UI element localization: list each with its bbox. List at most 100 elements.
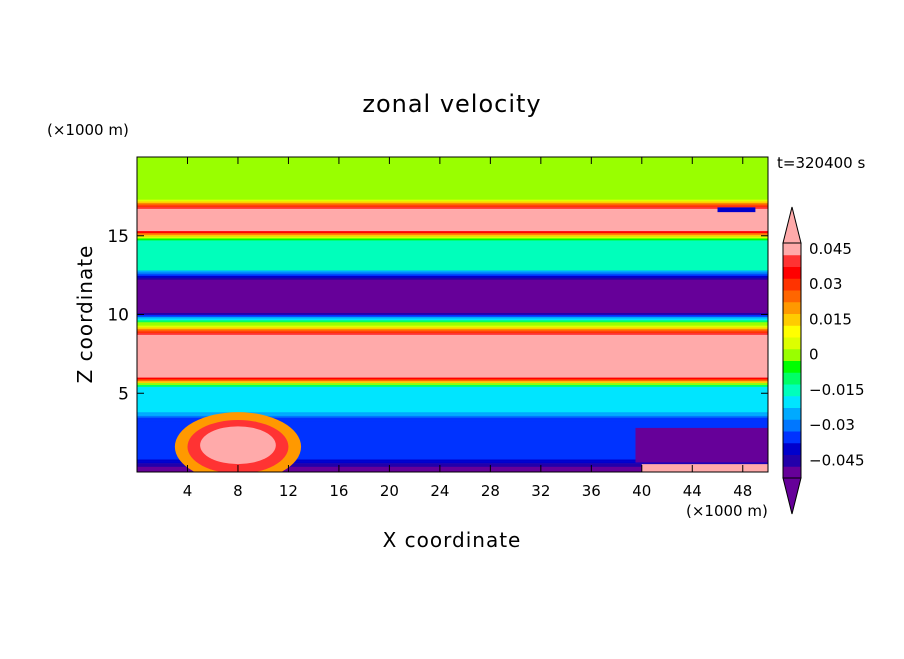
contour-fringe <box>137 232 768 235</box>
contour-fringe <box>137 236 768 239</box>
y-axis: 5 10 15 <box>107 227 768 404</box>
colorbar-swatch <box>783 407 801 420</box>
colorbar-swatch <box>783 372 801 385</box>
contour-fringe <box>137 313 768 315</box>
colorbar-swatch <box>783 325 801 338</box>
y-tick-label: 5 <box>118 384 129 404</box>
contour-fringe <box>137 318 768 321</box>
x-tick-label: 24 <box>430 482 449 500</box>
contour-fringe <box>137 320 768 323</box>
contour-fringe <box>137 332 768 335</box>
upper-jet-core <box>717 207 756 213</box>
colorbar-swatch <box>783 337 801 350</box>
colorbar-swatch <box>783 466 801 479</box>
y-tick-label: 15 <box>107 227 129 247</box>
x-axis: 4 8 12 16 20 24 28 32 36 40 44 48 <box>183 157 752 500</box>
colorbar-frame <box>782 242 802 479</box>
contour-fringe <box>137 377 768 380</box>
colorbar-swatch <box>783 301 801 314</box>
contour-fringe <box>137 381 768 384</box>
colorbar-tick-label: −0.045 <box>809 451 865 469</box>
colorbar-max-arrow <box>782 206 802 244</box>
contour-fringe <box>137 466 768 469</box>
contour-fringe <box>137 383 768 386</box>
y-unit-label: (×1000 m) <box>47 121 129 139</box>
contour-fringe <box>137 316 768 319</box>
y-tick-label: 10 <box>107 306 129 326</box>
time-label: t=320400 s <box>777 154 865 172</box>
contour-fringe <box>137 238 768 241</box>
colorbar-swatch <box>783 384 801 397</box>
lobe-core <box>200 426 276 465</box>
y-axis-label: Z coordinate <box>73 245 97 384</box>
contour-fringe <box>137 384 768 387</box>
bottom-warm-strip <box>641 464 768 472</box>
colorbar-swatch <box>783 266 801 279</box>
contour-band <box>137 163 768 205</box>
colorbar-swatch <box>783 290 801 303</box>
contour-fringe <box>137 277 768 280</box>
x-tick-label: 44 <box>683 482 702 500</box>
x-tick-label: 16 <box>329 482 348 500</box>
colorbar-tick-label: 0 <box>809 346 819 364</box>
contour-fringe <box>137 417 768 420</box>
x-tick-label: 20 <box>380 482 399 500</box>
x-axis-label: X coordinate <box>383 528 522 552</box>
colorbar-swatch <box>783 348 801 361</box>
colorbar-min-arrow <box>782 477 802 515</box>
contour-fringe <box>137 461 768 464</box>
contour-field <box>137 157 768 472</box>
contour-fringe <box>137 419 768 422</box>
contour-fringe <box>137 205 768 208</box>
colorbar-swatch <box>783 431 801 444</box>
contour-band <box>137 275 768 318</box>
colorbar-swatch <box>783 243 801 256</box>
colorbar-swatch <box>783 395 801 408</box>
colorbar-tick-label: 0.045 <box>809 240 852 258</box>
x-tick-label: 12 <box>279 482 298 500</box>
colorbar-tick-label: −0.03 <box>809 416 855 434</box>
colorbar-swatch <box>783 254 801 267</box>
x-tick-label: 36 <box>582 482 601 500</box>
colorbar-swatch <box>783 419 801 432</box>
contour-fringe <box>137 231 768 234</box>
contour-fringe <box>137 412 768 415</box>
contour-band <box>137 204 768 236</box>
contour-fringe <box>137 329 768 332</box>
contour-fringe <box>137 415 768 418</box>
contour-fringe <box>137 203 768 206</box>
x-tick-label: 28 <box>481 482 500 500</box>
x-tick-label: 40 <box>632 482 651 500</box>
colorbar: 0.045 0.03 0.015 0 −0.015 −0.03 −0.045 <box>782 206 865 515</box>
x-tick-label: 48 <box>733 482 752 500</box>
contour-fringe <box>137 331 768 334</box>
contour-fringe <box>137 276 768 278</box>
colorbar-tick-label: 0.03 <box>809 275 842 293</box>
deep-lobe <box>635 427 768 463</box>
contour-fringe <box>137 325 768 328</box>
x-tick-label: 4 <box>183 482 193 500</box>
colorbar-swatch <box>783 360 801 373</box>
contour-fringe <box>137 274 768 277</box>
contour-fringe <box>137 270 768 273</box>
contour-band <box>137 235 768 276</box>
contour-fringe <box>137 459 768 462</box>
contour-fringe <box>137 199 768 202</box>
contour-fringe <box>137 379 768 382</box>
colorbar-swatch <box>783 454 801 467</box>
colorbar-swatch <box>783 278 801 291</box>
contour-fringe <box>137 465 768 467</box>
contour-fringe <box>137 206 768 209</box>
colorbar-tick-label: 0.015 <box>809 310 852 328</box>
contour-band <box>137 382 768 417</box>
contour-fringe <box>137 414 768 416</box>
colorbar-swatch <box>783 442 801 455</box>
contour-fringe <box>137 327 768 330</box>
x-tick-label: 8 <box>233 482 243 500</box>
colorbar-swatch <box>783 313 801 326</box>
chart-title: zonal velocity <box>362 90 541 118</box>
contour-fringe <box>137 234 768 237</box>
contour-fringe <box>137 201 768 204</box>
x-unit-label: (×1000 m) <box>686 502 768 520</box>
x-tick-label: 32 <box>531 482 550 500</box>
